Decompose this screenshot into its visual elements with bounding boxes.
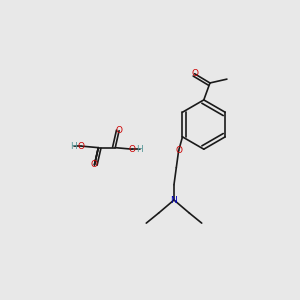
Text: O: O [175,146,182,155]
Text: O: O [91,160,98,169]
Text: O: O [191,69,198,78]
Text: H: H [70,142,77,151]
Text: N: N [171,196,177,205]
Text: O: O [116,126,123,135]
Text: O: O [129,145,136,154]
Text: H: H [136,145,143,154]
Text: O: O [78,142,85,151]
